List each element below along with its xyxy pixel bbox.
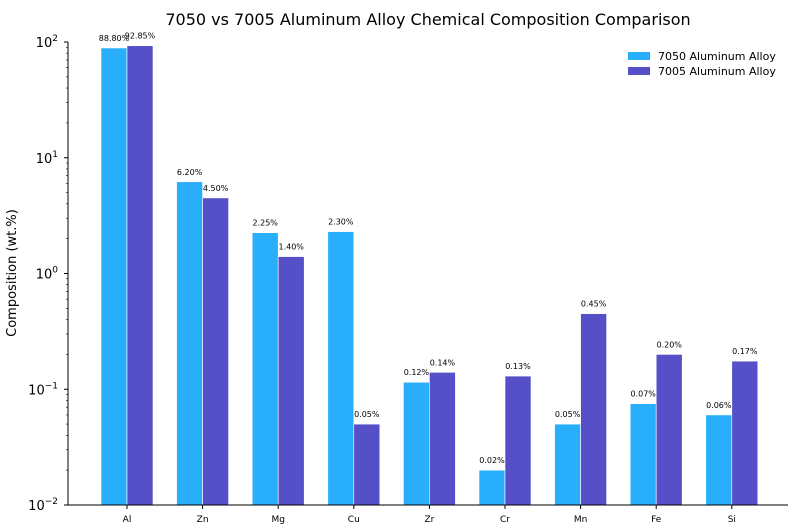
x-tick-label: Si [728,515,736,525]
bar-7050-zn [176,181,203,506]
data-label: 0.05% [555,410,581,419]
x-tick-label: Al [123,515,132,525]
y-axis-label: Composition (wt.%) [5,209,20,337]
legend-swatch [628,67,650,75]
legend-swatch [628,52,650,60]
bar-7005-cu [353,423,381,506]
bars [100,45,759,506]
data-label: 2.30% [328,218,354,227]
data-label: 0.12% [404,368,430,377]
bar-7005-zr [429,372,456,506]
bar-7005-al [126,45,154,506]
x-tick-label: Zn [197,515,209,525]
data-label: 0.02% [479,456,505,465]
y-ticks: 10−2 10−1 100 101 102 [28,34,68,514]
y-tick-label: 101 [36,150,58,167]
y-tick-label: 100 [36,266,59,283]
bar-7050-cu [327,231,355,506]
x-tick-label: Mn [574,515,587,525]
data-label: 0.05% [354,410,380,419]
bar-7005-si [731,360,759,506]
legend-label: 7050 Aluminum Alloy [658,50,776,63]
bar-7005-mg [277,256,305,506]
data-label: 6.20% [177,168,203,177]
data-label: 0.07% [630,390,656,399]
x-ticks: Al Zn Mg Cu Zr Cr Mn Fe Si [123,505,736,525]
data-label: 0.06% [706,401,732,410]
data-label: 0.17% [732,347,758,356]
legend: 7050 Aluminum Alloy 7005 Aluminum Alloy [628,50,776,78]
bar-7005-mn [580,313,607,506]
bar-7005-fe [655,354,683,506]
bar-7050-si [705,414,733,506]
chart-title: 7050 vs 7005 Aluminum Alloy Chemical Com… [165,10,690,29]
x-tick-label: Cr [500,515,510,525]
data-labels: 88.80%92.85% 6.20%4.50% 2.25% 1.40% 2.30% 0.0… [99,32,758,465]
data-label: 4.50% [203,184,229,193]
data-label: 92.85% [125,32,156,41]
bar-7050-cr [478,469,506,506]
y-tick-label: 10−1 [28,381,58,398]
data-label: 0.14% [430,358,456,367]
y-tick-label: 102 [36,34,58,51]
x-tick-label: Cu [348,515,360,525]
bar-7050-zr [403,381,430,506]
bar-7050-al [100,47,128,506]
data-label: 88.80% [99,34,130,43]
data-label: 0.20% [656,340,682,349]
x-tick-label: Fe [651,515,662,525]
legend-label: 7005 Aluminum Alloy [658,65,776,78]
bar-7050-mn [554,423,581,506]
bar-7005-zn [202,197,229,506]
bar-7050-fe [629,403,657,506]
data-label: 1.40% [278,243,304,252]
data-label: 0.13% [505,362,531,371]
data-label: 0.45% [581,300,607,309]
bar-7050-mg [251,232,279,506]
x-tick-label: Zr [424,515,434,525]
x-tick-label: Mg [271,515,284,525]
data-label: 2.25% [252,219,278,228]
bar-7005-cr [504,375,532,506]
y-tick-label: 10−2 [28,497,58,514]
